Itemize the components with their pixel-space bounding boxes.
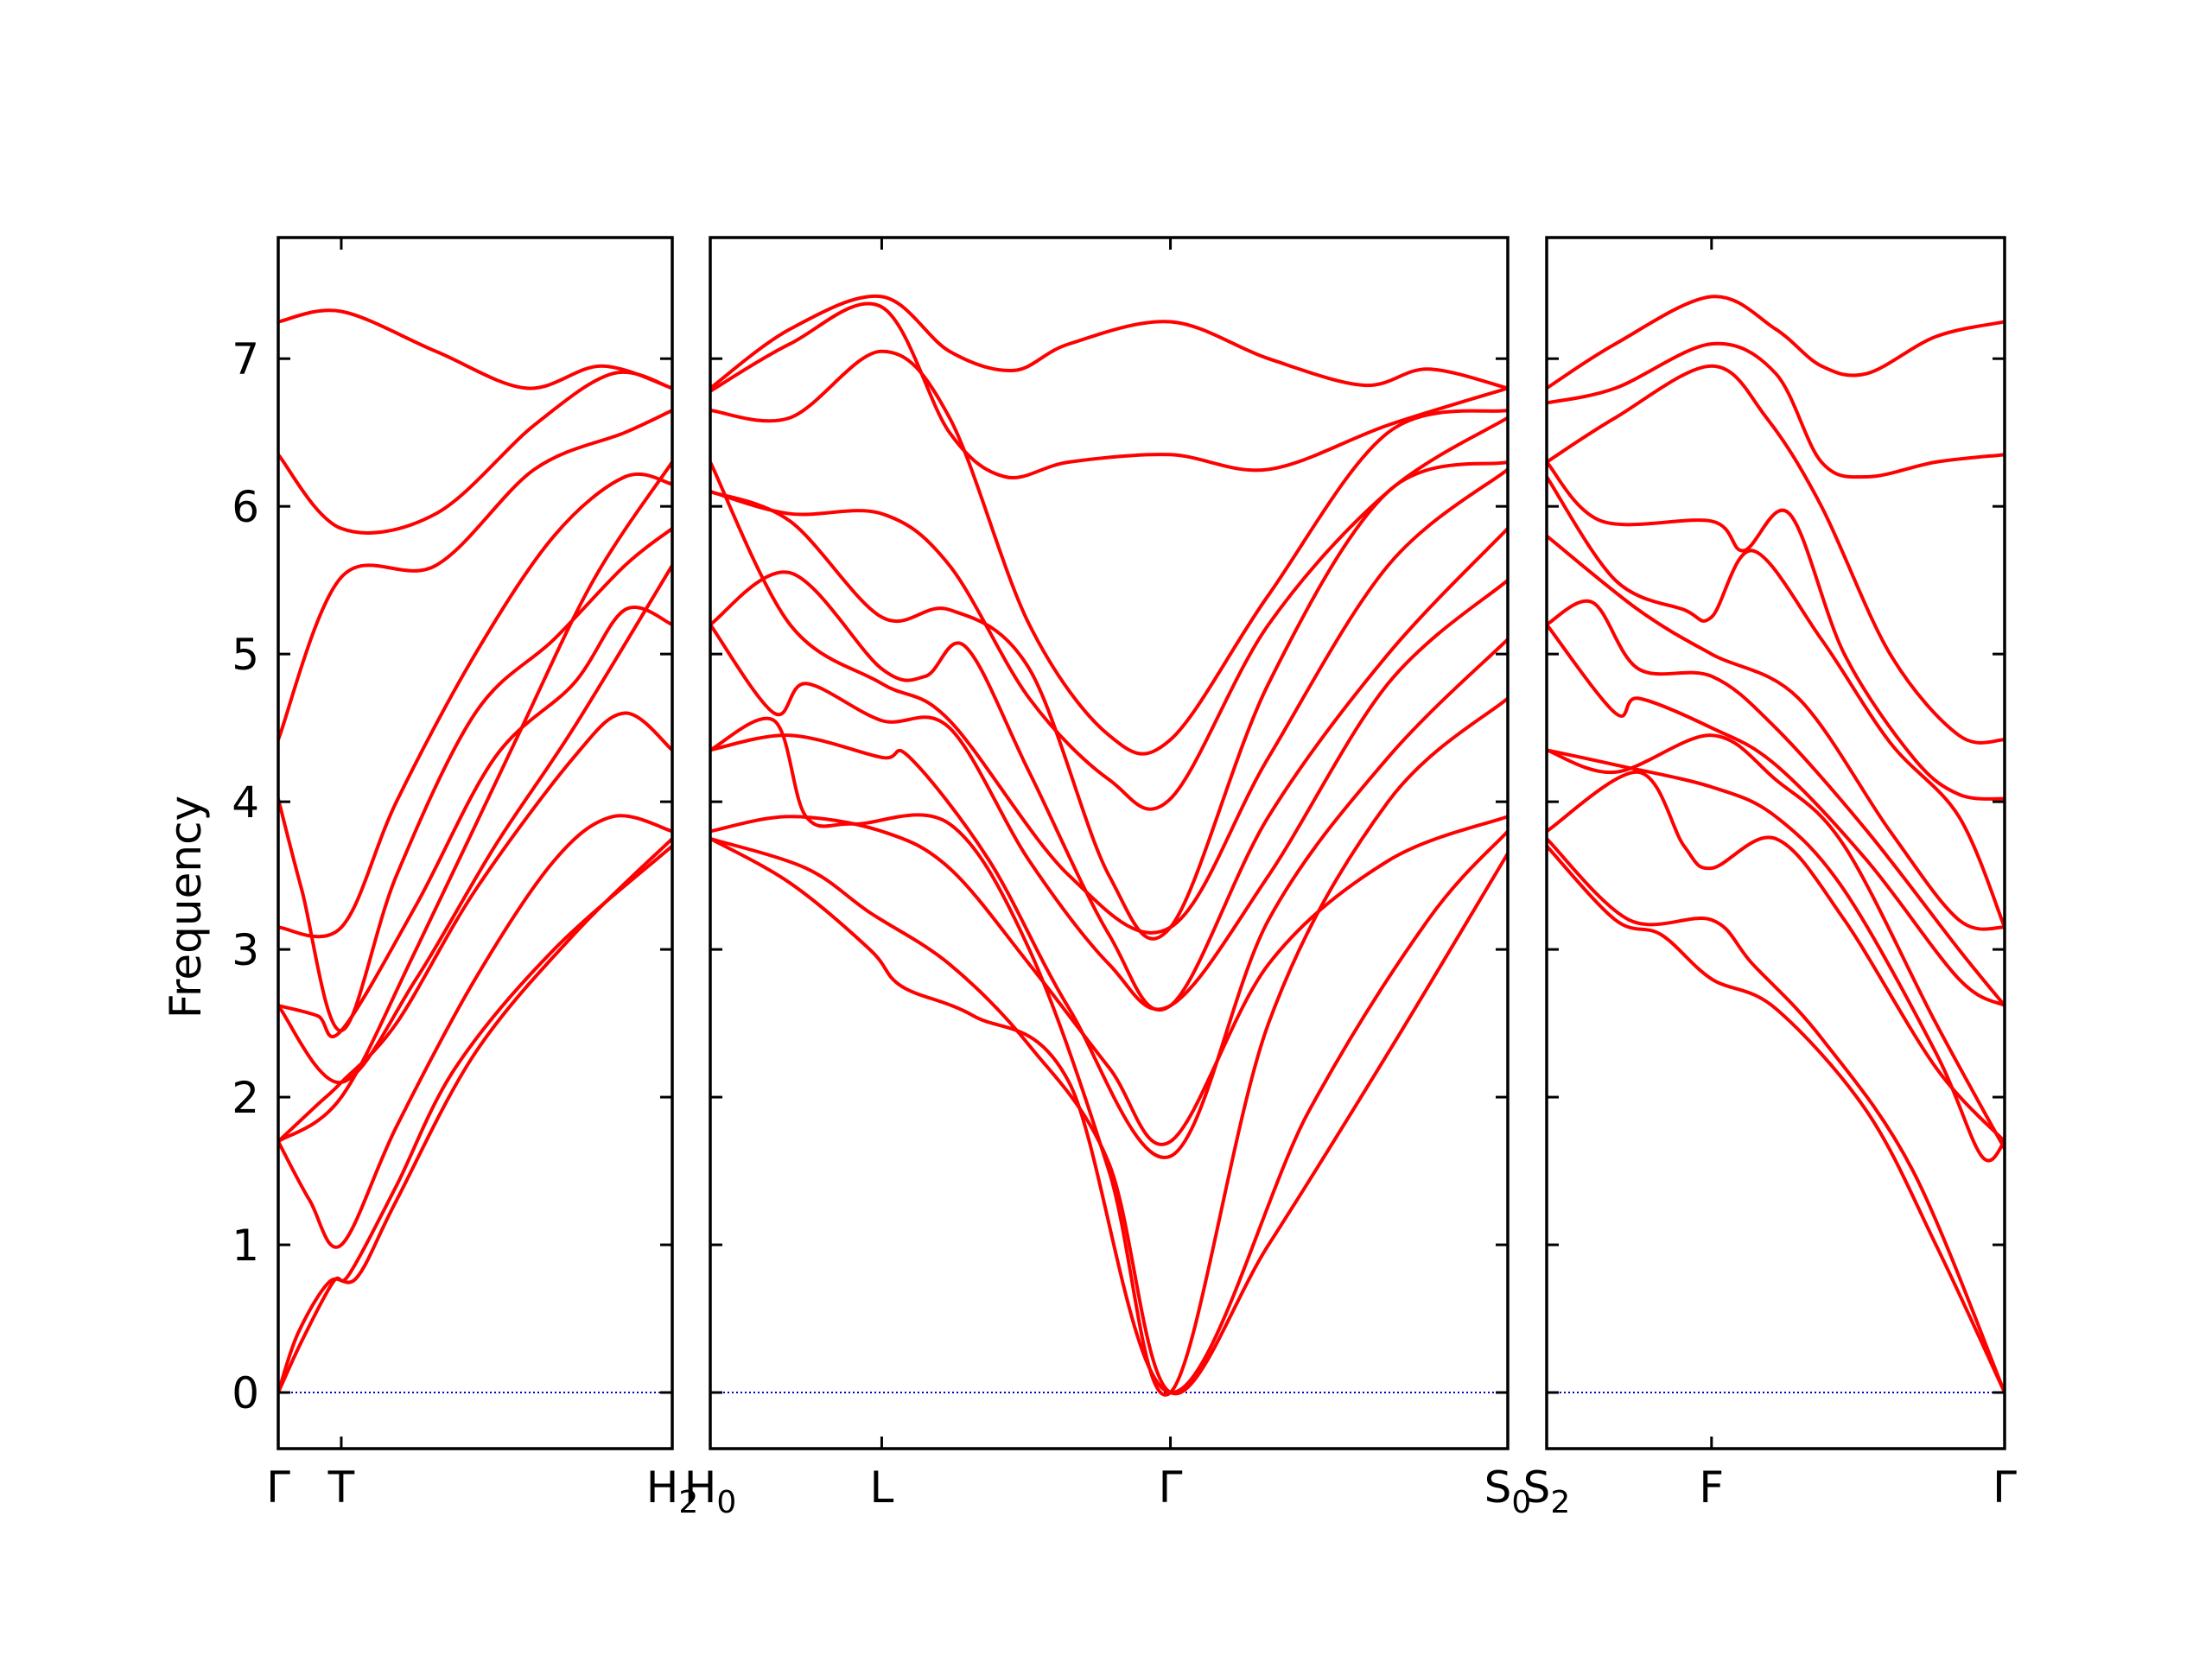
y-tick-label: 0 bbox=[232, 1368, 259, 1418]
band-line-11 bbox=[1547, 364, 2005, 745]
x-tick-label: Γ bbox=[266, 1462, 290, 1513]
y-tick-label: 7 bbox=[232, 334, 259, 384]
x-tick-label: Γ bbox=[1159, 1462, 1183, 1513]
band-line-9 bbox=[710, 460, 1508, 941]
x-tick-label: F bbox=[1699, 1462, 1724, 1513]
band-line-3 bbox=[1547, 770, 2005, 1144]
band-line-6 bbox=[1547, 623, 2005, 1008]
x-tick-label: Γ bbox=[1993, 1462, 2017, 1513]
panel-2: H0 L Γ S0 bbox=[684, 236, 1531, 1520]
band-line-6 bbox=[278, 472, 672, 939]
y-axis-label: Frequency bbox=[161, 796, 211, 1018]
band-line-4 bbox=[278, 711, 672, 1144]
band-line-7 bbox=[1547, 599, 2005, 1008]
band-line-2 bbox=[710, 829, 1508, 1395]
band-line-5 bbox=[710, 638, 1508, 1159]
band-line-12 bbox=[710, 301, 1508, 480]
y-tick-label: 1 bbox=[232, 1221, 259, 1271]
band-line-8 bbox=[278, 409, 672, 742]
x-tick-label: L bbox=[870, 1462, 894, 1513]
panel-frame bbox=[1545, 236, 2006, 1450]
x-tick-subscript: 2 bbox=[1550, 1485, 1570, 1520]
band-line-4 bbox=[710, 696, 1508, 1397]
band-line-10 bbox=[1547, 460, 2005, 801]
band-lines bbox=[278, 308, 672, 1394]
panel-frame bbox=[709, 236, 1510, 1450]
band-line-8 bbox=[710, 460, 1508, 935]
band-line-8 bbox=[1547, 534, 2005, 931]
band-line-10 bbox=[710, 416, 1508, 811]
band-line-9 bbox=[278, 370, 672, 535]
panel-3: S2 F Γ bbox=[1523, 236, 2017, 1520]
x-tick-label: S2 bbox=[1523, 1462, 1571, 1520]
band-lines bbox=[710, 294, 1508, 1397]
band-line-7 bbox=[278, 526, 672, 1033]
band-line-10 bbox=[278, 308, 672, 390]
band-line-13 bbox=[710, 294, 1508, 390]
x-tick-label: H0 bbox=[684, 1462, 737, 1520]
y-tick-label: 6 bbox=[232, 482, 259, 532]
x-tick-label: T bbox=[327, 1462, 355, 1513]
x-tick-subscript: 0 bbox=[1511, 1485, 1531, 1520]
band-lines bbox=[1547, 295, 2005, 1394]
band-line-3 bbox=[278, 814, 672, 1249]
band-line-7 bbox=[710, 526, 1508, 1012]
x-tick-subscript: 0 bbox=[716, 1485, 736, 1520]
band-line-9 bbox=[1547, 475, 2005, 929]
band-line-11 bbox=[710, 349, 1508, 756]
band-line-12 bbox=[1547, 341, 2005, 479]
band-line-6 bbox=[710, 578, 1508, 1012]
band-line-1 bbox=[710, 836, 1508, 1396]
band-line-2 bbox=[278, 836, 672, 1394]
x-tick-subscript: 2 bbox=[678, 1485, 698, 1520]
band-line-3 bbox=[710, 815, 1508, 1146]
y-tick-label: 5 bbox=[232, 630, 259, 680]
band-line-13 bbox=[1547, 295, 2005, 390]
y-tick-label: 3 bbox=[232, 925, 259, 975]
band-line-4 bbox=[1547, 748, 2005, 1163]
band-line-1 bbox=[278, 844, 672, 1394]
y-tick-label: 2 bbox=[232, 1073, 259, 1123]
y-tick-label: 4 bbox=[232, 777, 259, 828]
band-line-5 bbox=[278, 606, 672, 1039]
band-line-5 bbox=[1547, 733, 2005, 1151]
panel-frame bbox=[276, 236, 674, 1450]
band-line-1 bbox=[1547, 844, 2005, 1394]
band-line-11 bbox=[278, 563, 672, 1085]
band-line-12 bbox=[278, 460, 672, 1144]
band-line-2 bbox=[1547, 836, 2005, 1394]
